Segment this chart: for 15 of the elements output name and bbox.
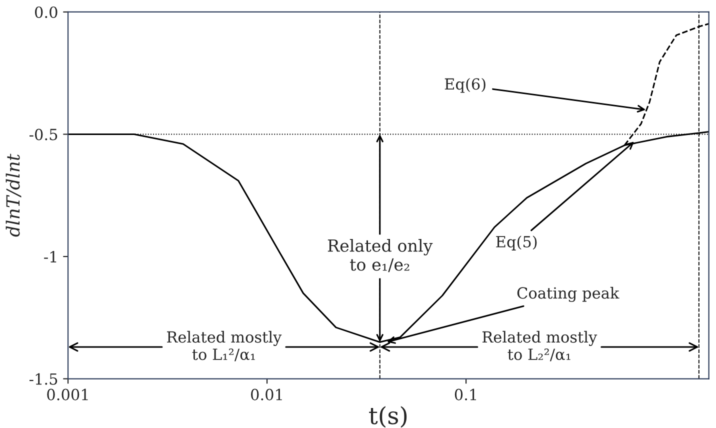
x-tick-label: 0.001 (47, 388, 88, 400)
annotation: Related only to e₁/e₂ (328, 239, 433, 272)
annotation: Eq(6) (444, 78, 486, 93)
x-tick-label: 0.01 (251, 388, 282, 400)
annotation: Eq(5) (496, 236, 537, 250)
y-tick-label: -1 (44, 250, 56, 262)
x-axis-title: t(s) (369, 406, 407, 428)
y-axis-title: dlnT/dlnt (6, 154, 22, 237)
annotation: Related mostly to L₁²/α₁ (167, 330, 282, 362)
x-tick-label: 0.1 (454, 388, 476, 400)
y-tick-label: -0.5 (30, 128, 58, 140)
annotation: Related mostly to L₂²/α₁ (482, 330, 598, 362)
annotation: Coating peak (517, 286, 620, 302)
y-tick-label: -1.5 (30, 373, 58, 385)
y-tick-label: 0.0 (35, 6, 58, 18)
